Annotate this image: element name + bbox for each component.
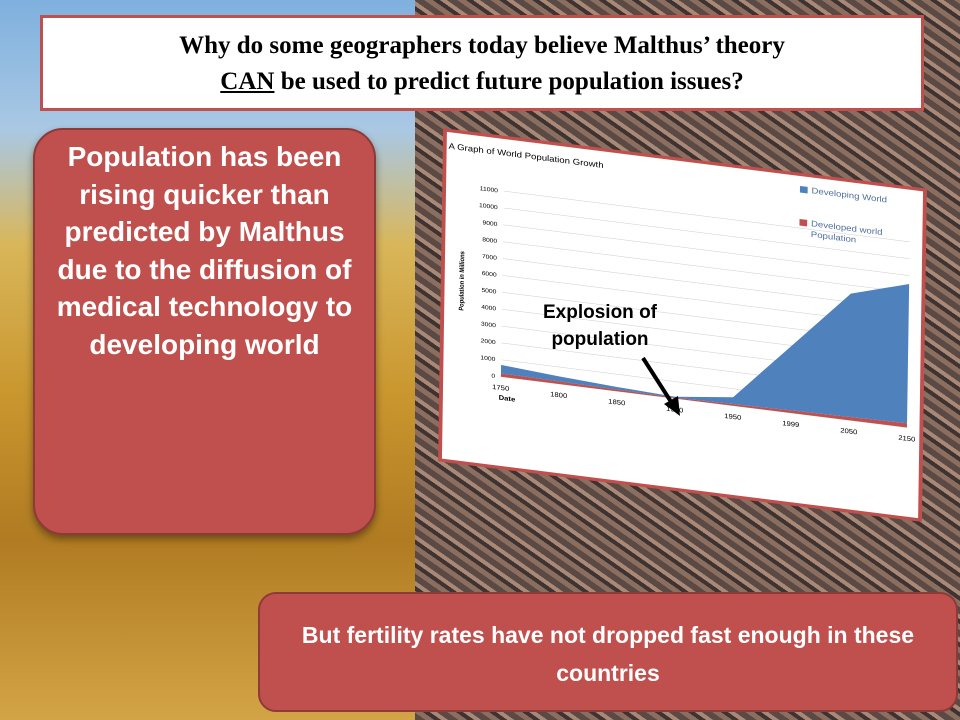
chart-background <box>438 128 927 522</box>
x-axis-label: Date <box>499 393 516 403</box>
legend-swatch <box>799 185 808 194</box>
chart-frame: A Graph of World Population Growth Popul… <box>438 128 927 522</box>
area <box>500 373 908 428</box>
y-tick-label: 4000 <box>481 304 497 312</box>
y-tick-label: 11000 <box>480 186 499 195</box>
x-tick-label: 2050 <box>840 426 857 436</box>
y-tick-label: 3000 <box>481 321 497 329</box>
title-emphasis: CAN <box>220 68 275 95</box>
grid-line <box>503 190 910 243</box>
x-tick-label: 1750 <box>492 382 509 392</box>
grid-line <box>503 224 910 276</box>
title-text: Why do some geographers today believe Ma… <box>179 32 785 59</box>
x-tick-label: 1950 <box>724 411 741 421</box>
y-tick-label: 2000 <box>481 338 497 346</box>
area <box>500 284 910 424</box>
y-tick-label: 7000 <box>482 253 498 261</box>
question-box: Why do some geographers today believe Ma… <box>40 15 924 111</box>
annotation: Explosion of population <box>543 302 680 416</box>
x-tick-label: 2150 <box>898 433 915 443</box>
arrow-head <box>664 396 680 416</box>
y-tick-label: 6000 <box>482 270 498 278</box>
grid-line <box>502 258 909 310</box>
point-box: But fertility rates have not dropped fas… <box>258 592 958 712</box>
y-tick-label: 0 <box>491 373 495 380</box>
y-tick-label: 8000 <box>482 237 498 245</box>
x-tick-label: 1850 <box>608 397 625 407</box>
x-tick-label: 1800 <box>550 390 567 400</box>
point-box: Population has been rising quicker than … <box>33 128 376 535</box>
y-tick-label: 9000 <box>482 220 498 228</box>
annotation-arrow <box>641 356 677 410</box>
y-axis-label: Population in Millions <box>458 250 466 311</box>
grid-line <box>502 241 910 293</box>
y-tick-label: 10000 <box>479 202 498 211</box>
x-tick-label: 1999 <box>782 419 799 429</box>
y-tick-label: 1000 <box>480 355 496 363</box>
grid-line <box>503 207 910 259</box>
annotation-text: Explosion of population <box>543 302 658 350</box>
legend-swatch <box>799 218 808 227</box>
y-tick-label: 5000 <box>481 287 497 295</box>
title-text: be used to predict future population iss… <box>280 68 744 95</box>
